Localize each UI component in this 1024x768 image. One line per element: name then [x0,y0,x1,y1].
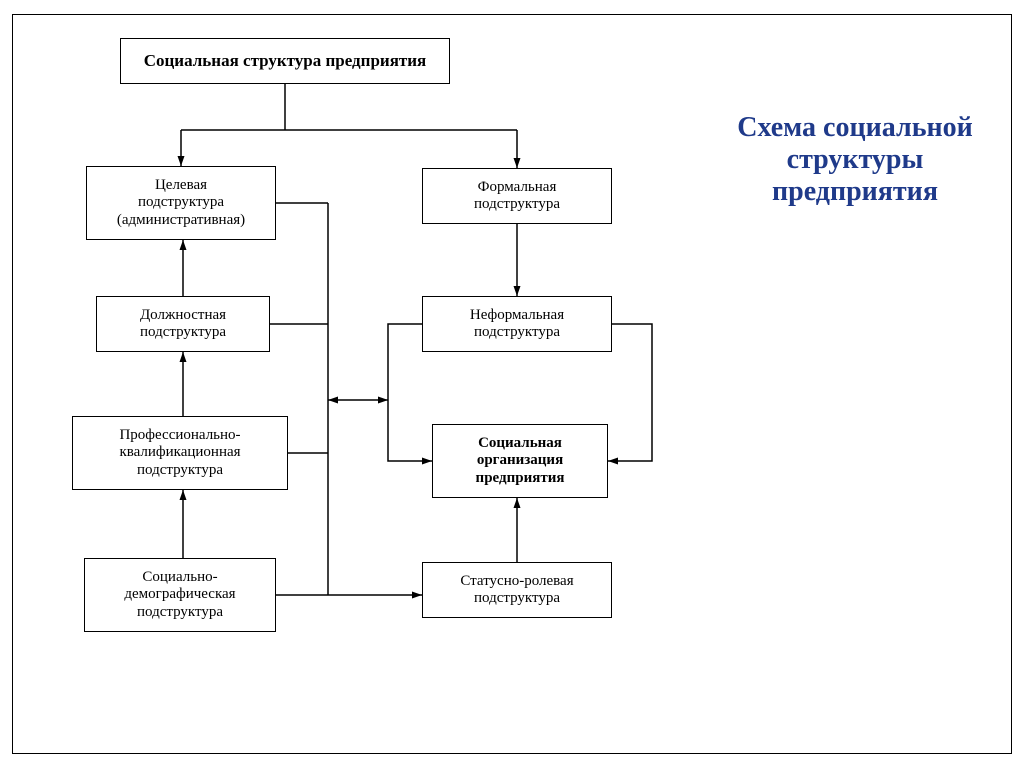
node-prof: Профессионально-квалификационнаяподструк… [72,416,288,490]
node-dolzh: Должностнаяподструктура [96,296,270,352]
node-tseleva: Целеваяподструктура(административная) [86,166,276,240]
node-label: Формальнаяподструктура [474,179,560,214]
node-label: Социальная структура предприятия [144,51,427,71]
node-label: Неформальнаяподструктура [470,307,564,342]
node-label: Социально-демографическаяподструктура [91,569,269,621]
node-label: Статусно-ролеваяподструктура [460,573,573,608]
node-label: Социальнаяорганизацияпредприятия [476,435,565,487]
node-socorg: Социальнаяорганизацияпредприятия [432,424,608,498]
node-neform: Неформальнаяподструктура [422,296,612,352]
node-socdem: Социально-демографическаяподструктура [84,558,276,632]
node-label: Профессионально-квалификационнаяподструк… [79,427,281,479]
node-label: Целеваяподструктура(административная) [117,177,245,229]
node-root: Социальная структура предприятия [120,38,450,84]
diagram-title: Схема социальной структуры предприятия [710,112,1000,272]
node-status: Статусно-ролеваяподструктура [422,562,612,618]
diagram-canvas: Схема социальной структуры предприятия С… [0,0,1024,768]
node-label: Должностнаяподструктура [140,307,226,342]
node-formal: Формальнаяподструктура [422,168,612,224]
